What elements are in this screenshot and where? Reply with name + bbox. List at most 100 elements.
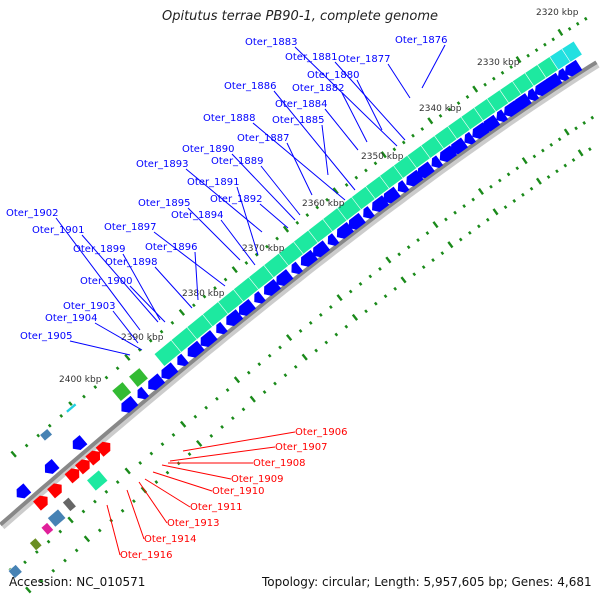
gene-arrow-forward	[16, 483, 32, 499]
tick-mark-inner2	[220, 425, 224, 429]
scale-label: 2390 kbp	[121, 333, 164, 343]
gene-label-oter_1880[interactable]: Oter_1880	[307, 70, 360, 81]
tick-mark-inner	[462, 204, 467, 208]
gene-label-oter_1895[interactable]: Oter_1895	[138, 198, 191, 209]
gene-label-oter_1898[interactable]: Oter_1898	[105, 257, 158, 268]
gene-arrow-forward	[336, 221, 355, 239]
tick-mark-inner	[515, 166, 520, 171]
tick-mark-outer	[82, 394, 86, 399]
label-leader-line	[356, 79, 383, 131]
label-leader-line	[286, 142, 313, 196]
tick-mark-inner2	[571, 158, 576, 162]
label-leader-line	[69, 340, 131, 356]
label-leader-line	[112, 310, 139, 344]
gene-label-oter_1904[interactable]: Oter_1904	[45, 313, 98, 324]
gene-arrow-forward	[177, 353, 189, 367]
gene-label-oter_1894[interactable]: Oter_1894	[171, 210, 224, 221]
tick-mark-outer	[315, 205, 320, 210]
scale-label: 2330 kbp	[477, 58, 520, 68]
tick-mark-inner	[336, 294, 343, 302]
gene-label-oter_1908[interactable]: Oter_1908	[253, 458, 306, 469]
tick-mark-outer	[170, 320, 175, 325]
gene-label-oter_1897[interactable]: Oter_1897	[104, 222, 157, 233]
tick-mark-inner	[104, 489, 109, 494]
tick-mark-inner2	[83, 535, 91, 543]
gene-label-oter_1903[interactable]: Oter_1903	[63, 301, 116, 312]
tick-mark-inner2	[412, 272, 417, 277]
tick-mark-inner	[225, 388, 230, 392]
gene-label-oter_1891[interactable]: Oter_1891	[187, 177, 240, 188]
gene-label-oter_1877[interactable]: Oter_1877	[338, 54, 391, 65]
gene-arrow-forward	[254, 291, 266, 304]
tick-mark-inner2	[503, 205, 508, 210]
gene-label-oter_1884[interactable]: Oter_1884	[275, 99, 328, 110]
tick-mark-inner2	[283, 373, 288, 378]
gene-arrow-forward	[137, 386, 150, 400]
label-leader-line	[260, 165, 301, 216]
label-leader-line	[236, 186, 259, 256]
label-leader-line	[106, 504, 121, 556]
tick-mark-inner	[453, 210, 457, 215]
gene-label-oter_1885[interactable]: Oter_1885	[272, 115, 325, 126]
gene-arrow-forward	[564, 59, 583, 77]
gene-label-oter_1900[interactable]: Oter_1900	[80, 276, 133, 287]
label-leader-line	[334, 61, 406, 141]
label-leader-line	[81, 234, 159, 323]
gene-label-oter_1905[interactable]: Oter_1905	[20, 331, 73, 342]
gene-label-oter_1913[interactable]: Oter_1913	[167, 518, 220, 529]
tick-mark-outer	[124, 353, 131, 361]
tick-mark-outer	[543, 42, 547, 47]
gene-label-oter_1910[interactable]: Oter_1910	[212, 486, 265, 497]
gene-label-oter_1914[interactable]: Oter_1914	[144, 534, 197, 545]
gene-label-oter_1916[interactable]: Oter_1916	[120, 550, 173, 561]
gene-label-oter_1893[interactable]: Oter_1893	[136, 159, 189, 170]
gene-arrow-forward	[348, 212, 366, 230]
gene-arrow-forward	[439, 145, 458, 163]
tick-mark-inner2	[154, 480, 159, 484]
tick-mark-inner2	[301, 353, 308, 361]
tick-mark-inner2	[132, 499, 136, 504]
tick-mark-outer	[191, 303, 196, 308]
tick-mark-inner2	[344, 324, 349, 329]
gene-label-oter_1883[interactable]: Oter_1883	[245, 37, 298, 48]
gene-label-oter_1881[interactable]: Oter_1881	[285, 52, 338, 63]
tick-mark-outer	[411, 133, 415, 138]
tick-mark-outer	[295, 220, 300, 225]
tick-mark-inner2	[39, 579, 44, 583]
gene-label-oter_1902[interactable]: Oter_1902	[6, 208, 59, 219]
gene-label-oter_1899[interactable]: Oter_1899	[73, 244, 126, 255]
label-leader-line	[138, 481, 168, 524]
gene-label-oter_1876[interactable]: Oter_1876	[395, 35, 448, 46]
gene-label-oter_1890[interactable]: Oter_1890	[182, 144, 235, 155]
tick-mark-inner	[160, 442, 165, 447]
gene-label-oter_1911[interactable]: Oter_1911	[190, 502, 243, 513]
gene-label-oter_1889[interactable]: Oter_1889	[211, 156, 264, 167]
tick-mark-inner2	[334, 332, 339, 337]
label-leader-line	[387, 63, 411, 99]
tick-mark-inner	[298, 329, 303, 333]
gene-arrow-reverse	[75, 459, 90, 475]
label-leader-line	[187, 207, 241, 261]
tick-mark-outer	[115, 366, 120, 371]
gene-label-oter_1909[interactable]: Oter_1909	[231, 474, 284, 485]
gene-arrow-forward	[383, 186, 401, 204]
tick-mark-inner2	[535, 177, 542, 185]
gene-label-oter_1887[interactable]: Oter_1887	[237, 133, 290, 144]
gene-label-oter_1901[interactable]: Oter_1901	[32, 225, 85, 236]
tick-mark-inner	[432, 221, 439, 229]
gene-arrow-forward	[527, 88, 540, 101]
tick-mark-inner2	[492, 208, 499, 216]
tick-mark-outer	[59, 413, 64, 418]
gene-label-oter_1896[interactable]: Oter_1896	[145, 242, 198, 253]
gene-label-oter_1882[interactable]: Oter_1882	[292, 83, 345, 94]
tick-mark-inner2	[364, 309, 368, 314]
gene-label-oter_1907[interactable]: Oter_1907	[275, 442, 328, 453]
scale-label: 2360 kbp	[302, 199, 345, 209]
gene-arrow-forward	[372, 195, 390, 213]
gene-label-oter_1888[interactable]: Oter_1888	[203, 113, 256, 124]
gene-label-oter_1906[interactable]: Oter_1906	[295, 427, 348, 438]
gene-label-oter_1892[interactable]: Oter_1892	[210, 194, 263, 205]
gene-label-oter_1886[interactable]: Oter_1886	[224, 81, 277, 92]
